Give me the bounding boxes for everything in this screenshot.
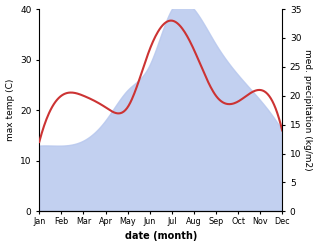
- Y-axis label: max temp (C): max temp (C): [5, 79, 15, 141]
- Y-axis label: med. precipitation (kg/m2): med. precipitation (kg/m2): [303, 49, 313, 171]
- X-axis label: date (month): date (month): [125, 231, 197, 242]
